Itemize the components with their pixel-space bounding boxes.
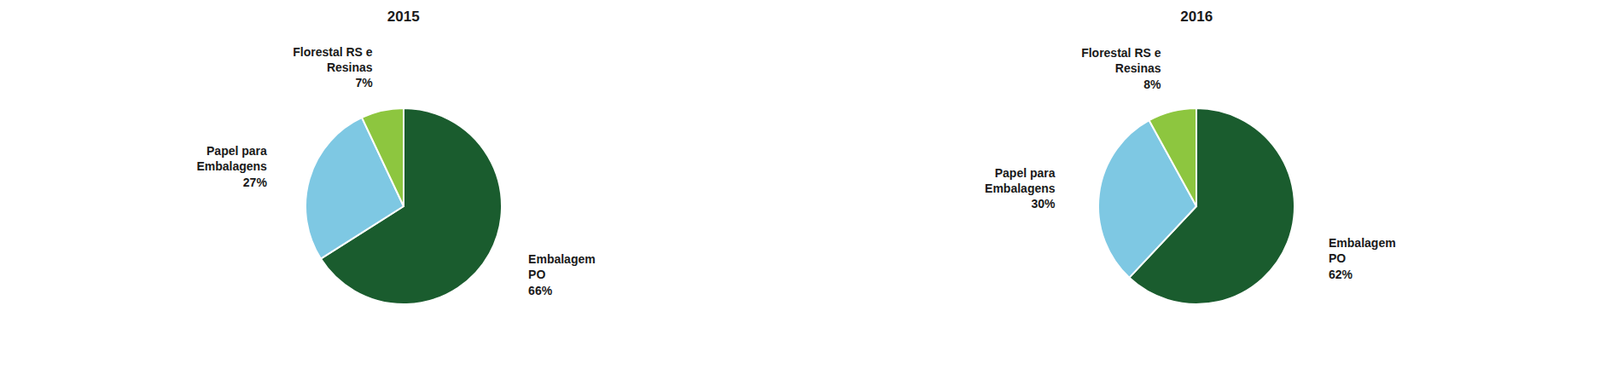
- svg-text:EmbalagemPO66%: EmbalagemPO66%: [528, 252, 596, 297]
- svg-text:Florestal RS eResinas8%: Florestal RS eResinas8%: [1081, 46, 1162, 91]
- svg-text:EmbalagemPO62%: EmbalagemPO62%: [1328, 236, 1397, 281]
- html-text:2016: 2016: [1180, 8, 1213, 25]
- svg-text:Papel paraEmbalagens27%: Papel paraEmbalagens27%: [196, 144, 268, 189]
- svg-text:Papel paraEmbalagens30%: Papel paraEmbalagens30%: [984, 166, 1056, 211]
- svg-text:Florestal RS eResinas7%: Florestal RS eResinas7%: [292, 45, 373, 90]
- html-text:2015: 2015: [387, 8, 420, 25]
